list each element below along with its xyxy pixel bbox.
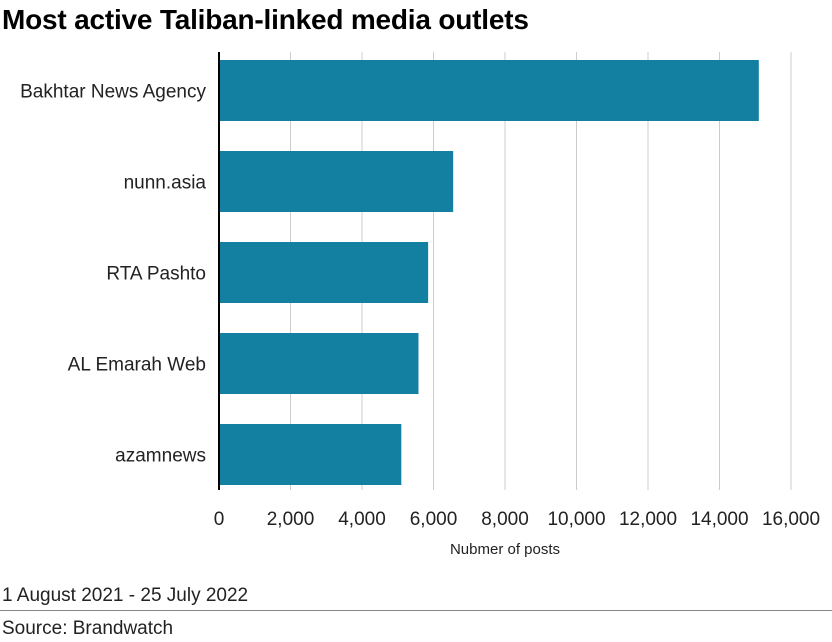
category-label: RTA Pashto — [106, 264, 206, 285]
bar — [219, 151, 454, 212]
x-tick-label: 16,000 — [762, 509, 820, 530]
chart-title: Most active Taliban-linked media outlets — [2, 4, 529, 35]
category-label: Bakhtar News Agency — [20, 82, 206, 103]
x-tick-labels: 0 2,000 4,000 6,000 8,000 10,000 12,000 14,000 1… — [214, 509, 820, 530]
category-label: AL Emarah Web — [68, 355, 206, 376]
bars — [219, 60, 759, 485]
x-tick-label: 14,000 — [690, 509, 748, 530]
category-labels: Bakhtar News Agency nunn.asia RTA Pashto AL… — [20, 82, 206, 467]
footer-divider — [0, 610, 832, 611]
x-tick-label: 0 — [214, 509, 225, 530]
category-label: azamnews — [115, 446, 206, 467]
x-tick-label: 4,000 — [338, 509, 386, 530]
x-tick-label: 8,000 — [481, 509, 529, 530]
bar-chart: Bakhtar News Agency nunn.asia RTA Pashto AL… — [20, 52, 820, 558]
bar — [219, 60, 759, 121]
x-tick-label: 12,000 — [619, 509, 677, 530]
x-tick-label: 10,000 — [547, 509, 605, 530]
x-axis-title: Nubmer of posts — [450, 541, 560, 558]
x-tick-label: 2,000 — [267, 509, 315, 530]
x-tick-label: 6,000 — [410, 509, 458, 530]
bar — [219, 333, 419, 394]
date-range-note: 1 August 2021 - 25 July 2022 — [2, 585, 249, 606]
bar — [219, 242, 429, 303]
category-label: nunn.asia — [124, 173, 207, 194]
source-note: Source: Brandwatch — [2, 618, 174, 639]
bar — [219, 424, 402, 485]
